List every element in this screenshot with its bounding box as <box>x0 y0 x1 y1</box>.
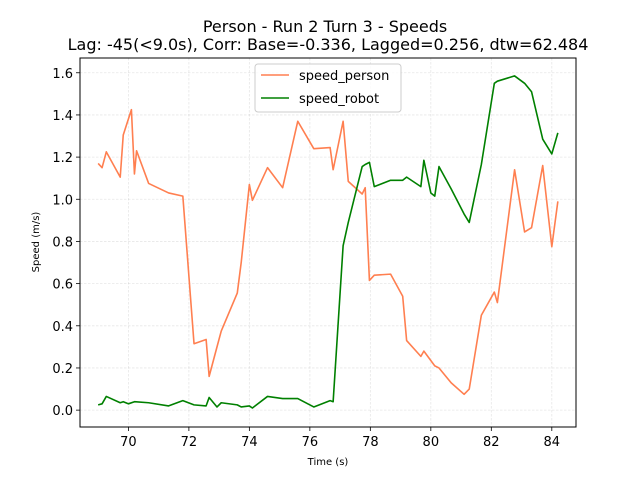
y-tick-label: 0.0 <box>52 404 73 419</box>
x-tick-label: 80 <box>423 435 440 450</box>
chart-title: Person - Run 2 Turn 3 - Speeds <box>203 17 447 36</box>
axis-ticks: 70 72 74 76 78 80 82 84 0.0 0.2 0.4 0.6 0.8 1.0 1.2 1.4… <box>52 67 560 450</box>
series-line-speed-person <box>97 108 559 396</box>
y-tick-label: 1.6 <box>52 67 73 82</box>
y-axis-label: Speed (m/s) <box>31 212 42 273</box>
y-tick-label: 0.2 <box>52 362 73 377</box>
x-tick-label: 82 <box>483 435 500 450</box>
x-tick-label: 72 <box>181 435 198 450</box>
series-layer <box>97 75 559 409</box>
legend-box <box>254 63 402 113</box>
legend-label-speed-person: speed_person <box>299 69 389 84</box>
x-tick-label: 76 <box>302 435 319 450</box>
y-tick-label: 1.2 <box>52 151 73 166</box>
x-tick-label: 70 <box>120 435 137 450</box>
x-axis-label: Time (s) <box>307 457 349 468</box>
y-tick-label: 1.4 <box>52 109 73 124</box>
legend: speed_person speed_robot <box>254 63 402 113</box>
x-tick-label: 84 <box>544 435 561 450</box>
y-tick-label: 1.0 <box>52 193 73 208</box>
plot-frame <box>79 57 577 428</box>
x-tick-label: 74 <box>241 435 258 450</box>
chart-subtitle: Lag: -45(<9.0s), Corr: Base=-0.336, Lagg… <box>68 35 589 54</box>
series-line-speed-robot <box>97 75 559 409</box>
y-tick-label: 0.8 <box>52 235 73 250</box>
x-tick-label: 78 <box>362 435 379 450</box>
y-tick-label: 0.4 <box>52 320 73 335</box>
y-tick-label: 0.6 <box>52 278 73 293</box>
legend-label-speed-robot: speed_robot <box>299 92 379 107</box>
